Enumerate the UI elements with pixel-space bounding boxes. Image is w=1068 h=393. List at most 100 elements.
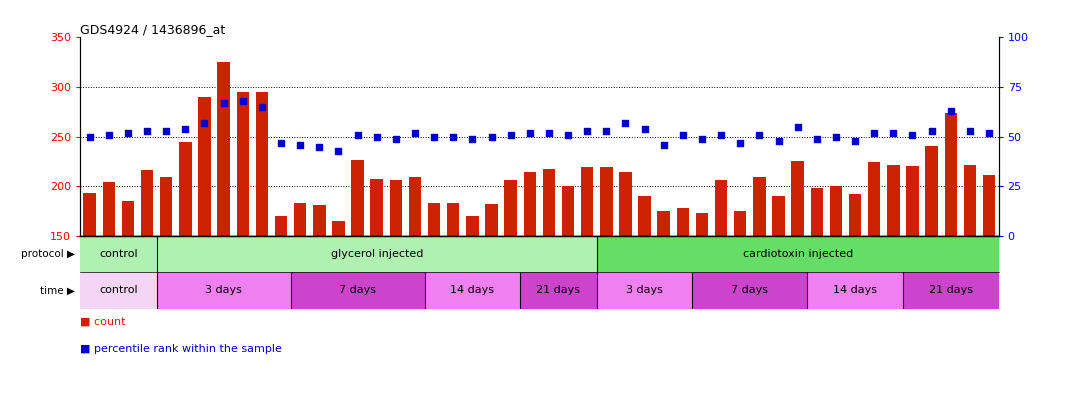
Bar	[753, 176, 766, 386]
Bar	[619, 172, 631, 386]
Bar	[466, 216, 478, 386]
Bar	[218, 62, 230, 386]
Point	[904, 132, 921, 138]
Point	[540, 130, 557, 136]
Point	[100, 132, 117, 138]
Bar	[944, 113, 957, 386]
Bar	[658, 211, 670, 386]
Bar	[371, 178, 383, 386]
Bar	[597, 236, 999, 272]
Bar	[485, 204, 498, 386]
Point	[579, 128, 596, 134]
Text: cardiotoxin injected: cardiotoxin injected	[742, 249, 852, 259]
Point	[884, 130, 901, 136]
Bar	[428, 204, 440, 386]
Bar	[868, 162, 880, 386]
Bar	[351, 160, 364, 386]
Point	[866, 130, 883, 136]
Bar	[424, 272, 520, 309]
Point	[637, 126, 654, 132]
Text: 7 days: 7 days	[339, 285, 376, 296]
Bar	[409, 176, 421, 386]
Bar	[447, 204, 459, 386]
Point	[330, 147, 347, 154]
Point	[292, 141, 309, 148]
Bar	[80, 272, 157, 309]
Bar	[236, 92, 249, 386]
Bar	[157, 236, 597, 272]
Point	[388, 136, 405, 142]
Point	[712, 132, 729, 138]
Bar	[255, 92, 268, 386]
Point	[980, 130, 998, 136]
Point	[502, 132, 519, 138]
Point	[828, 134, 845, 140]
Bar	[332, 221, 345, 386]
Point	[961, 128, 978, 134]
Bar	[103, 182, 115, 386]
Bar	[811, 189, 823, 386]
Point	[751, 132, 768, 138]
Bar	[597, 272, 692, 309]
Bar	[157, 272, 290, 309]
Bar	[294, 204, 307, 386]
Bar	[141, 169, 154, 386]
Bar	[562, 187, 575, 386]
Bar	[963, 165, 976, 386]
Point	[560, 132, 577, 138]
Bar	[290, 272, 424, 309]
Text: ■ count: ■ count	[80, 316, 126, 326]
Point	[655, 141, 672, 148]
Bar	[581, 167, 594, 386]
Point	[349, 132, 366, 138]
Bar	[888, 165, 899, 386]
Point	[253, 104, 270, 110]
Text: glycerol injected: glycerol injected	[330, 249, 423, 259]
Bar	[983, 174, 995, 386]
Point	[177, 126, 194, 132]
Point	[521, 130, 538, 136]
Text: protocol ▶: protocol ▶	[20, 249, 75, 259]
Point	[847, 138, 864, 144]
Point	[425, 134, 442, 140]
Bar	[504, 180, 517, 386]
Point	[770, 138, 787, 144]
Bar	[830, 187, 843, 386]
Text: control: control	[99, 249, 138, 259]
Point	[120, 130, 137, 136]
Point	[923, 128, 940, 134]
Point	[693, 136, 710, 142]
Bar	[274, 216, 287, 386]
Point	[407, 130, 424, 136]
Text: control: control	[99, 285, 138, 296]
Bar	[199, 97, 210, 386]
Point	[215, 100, 232, 106]
Bar	[523, 172, 536, 386]
Bar	[600, 167, 613, 386]
Point	[139, 128, 156, 134]
Bar	[734, 211, 747, 386]
Point	[674, 132, 691, 138]
Text: 3 days: 3 days	[205, 285, 242, 296]
Bar	[520, 272, 597, 309]
Point	[81, 134, 98, 140]
Point	[158, 128, 175, 134]
Bar	[83, 193, 96, 386]
Bar	[543, 169, 555, 386]
Bar	[80, 236, 157, 272]
Point	[272, 140, 289, 146]
Text: time ▶: time ▶	[40, 285, 75, 296]
Point	[598, 128, 615, 134]
Bar	[639, 196, 650, 386]
Bar	[313, 206, 326, 386]
Point	[195, 120, 213, 126]
Bar	[714, 180, 727, 386]
Text: 14 days: 14 days	[833, 285, 877, 296]
Text: GDS4924 / 1436896_at: GDS4924 / 1436896_at	[80, 23, 225, 36]
Bar	[772, 196, 785, 386]
Point	[617, 120, 634, 126]
Bar	[692, 272, 807, 309]
Text: 3 days: 3 days	[626, 285, 663, 296]
Bar	[695, 213, 708, 386]
Bar	[677, 208, 689, 386]
